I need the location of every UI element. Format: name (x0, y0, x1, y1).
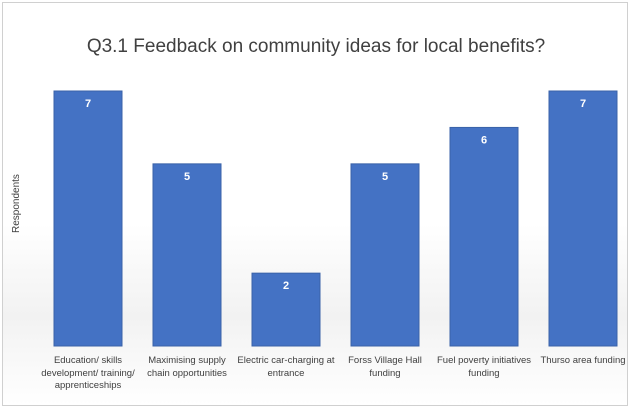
bar-2 (152, 163, 222, 347)
data-label-4: 5 (382, 171, 388, 183)
x-tick-label-5: Fuel poverty initiatives funding (437, 355, 531, 379)
x-tick-label-3: Electric car-charging at entrance (237, 355, 335, 379)
data-label-1: 7 (85, 98, 91, 110)
x-tick-label-6: Thurso area funding (540, 355, 626, 366)
bar-plot: 7 5 2 5 6 7 (53, 90, 618, 347)
chart-frame: Q3.1 Feedback on community ideas for loc… (2, 2, 628, 406)
x-tick-label-2: Maximising supply chain opportunities (147, 355, 227, 379)
bar-6 (548, 90, 618, 347)
bar-1 (53, 90, 123, 347)
data-label-3: 2 (283, 280, 289, 292)
data-label-5: 6 (481, 134, 487, 146)
data-label-2: 5 (184, 171, 190, 183)
bar-4 (350, 163, 420, 347)
bar-3 (251, 272, 321, 347)
x-tick-label-4: Forss Village Hall funding (348, 355, 422, 379)
bar-5 (449, 126, 519, 347)
x-tick-label-1: Education/ skills development/ training/… (41, 355, 135, 391)
chart-title: Q3.1 Feedback on community ideas for loc… (86, 36, 546, 57)
data-label-6: 7 (580, 98, 586, 110)
